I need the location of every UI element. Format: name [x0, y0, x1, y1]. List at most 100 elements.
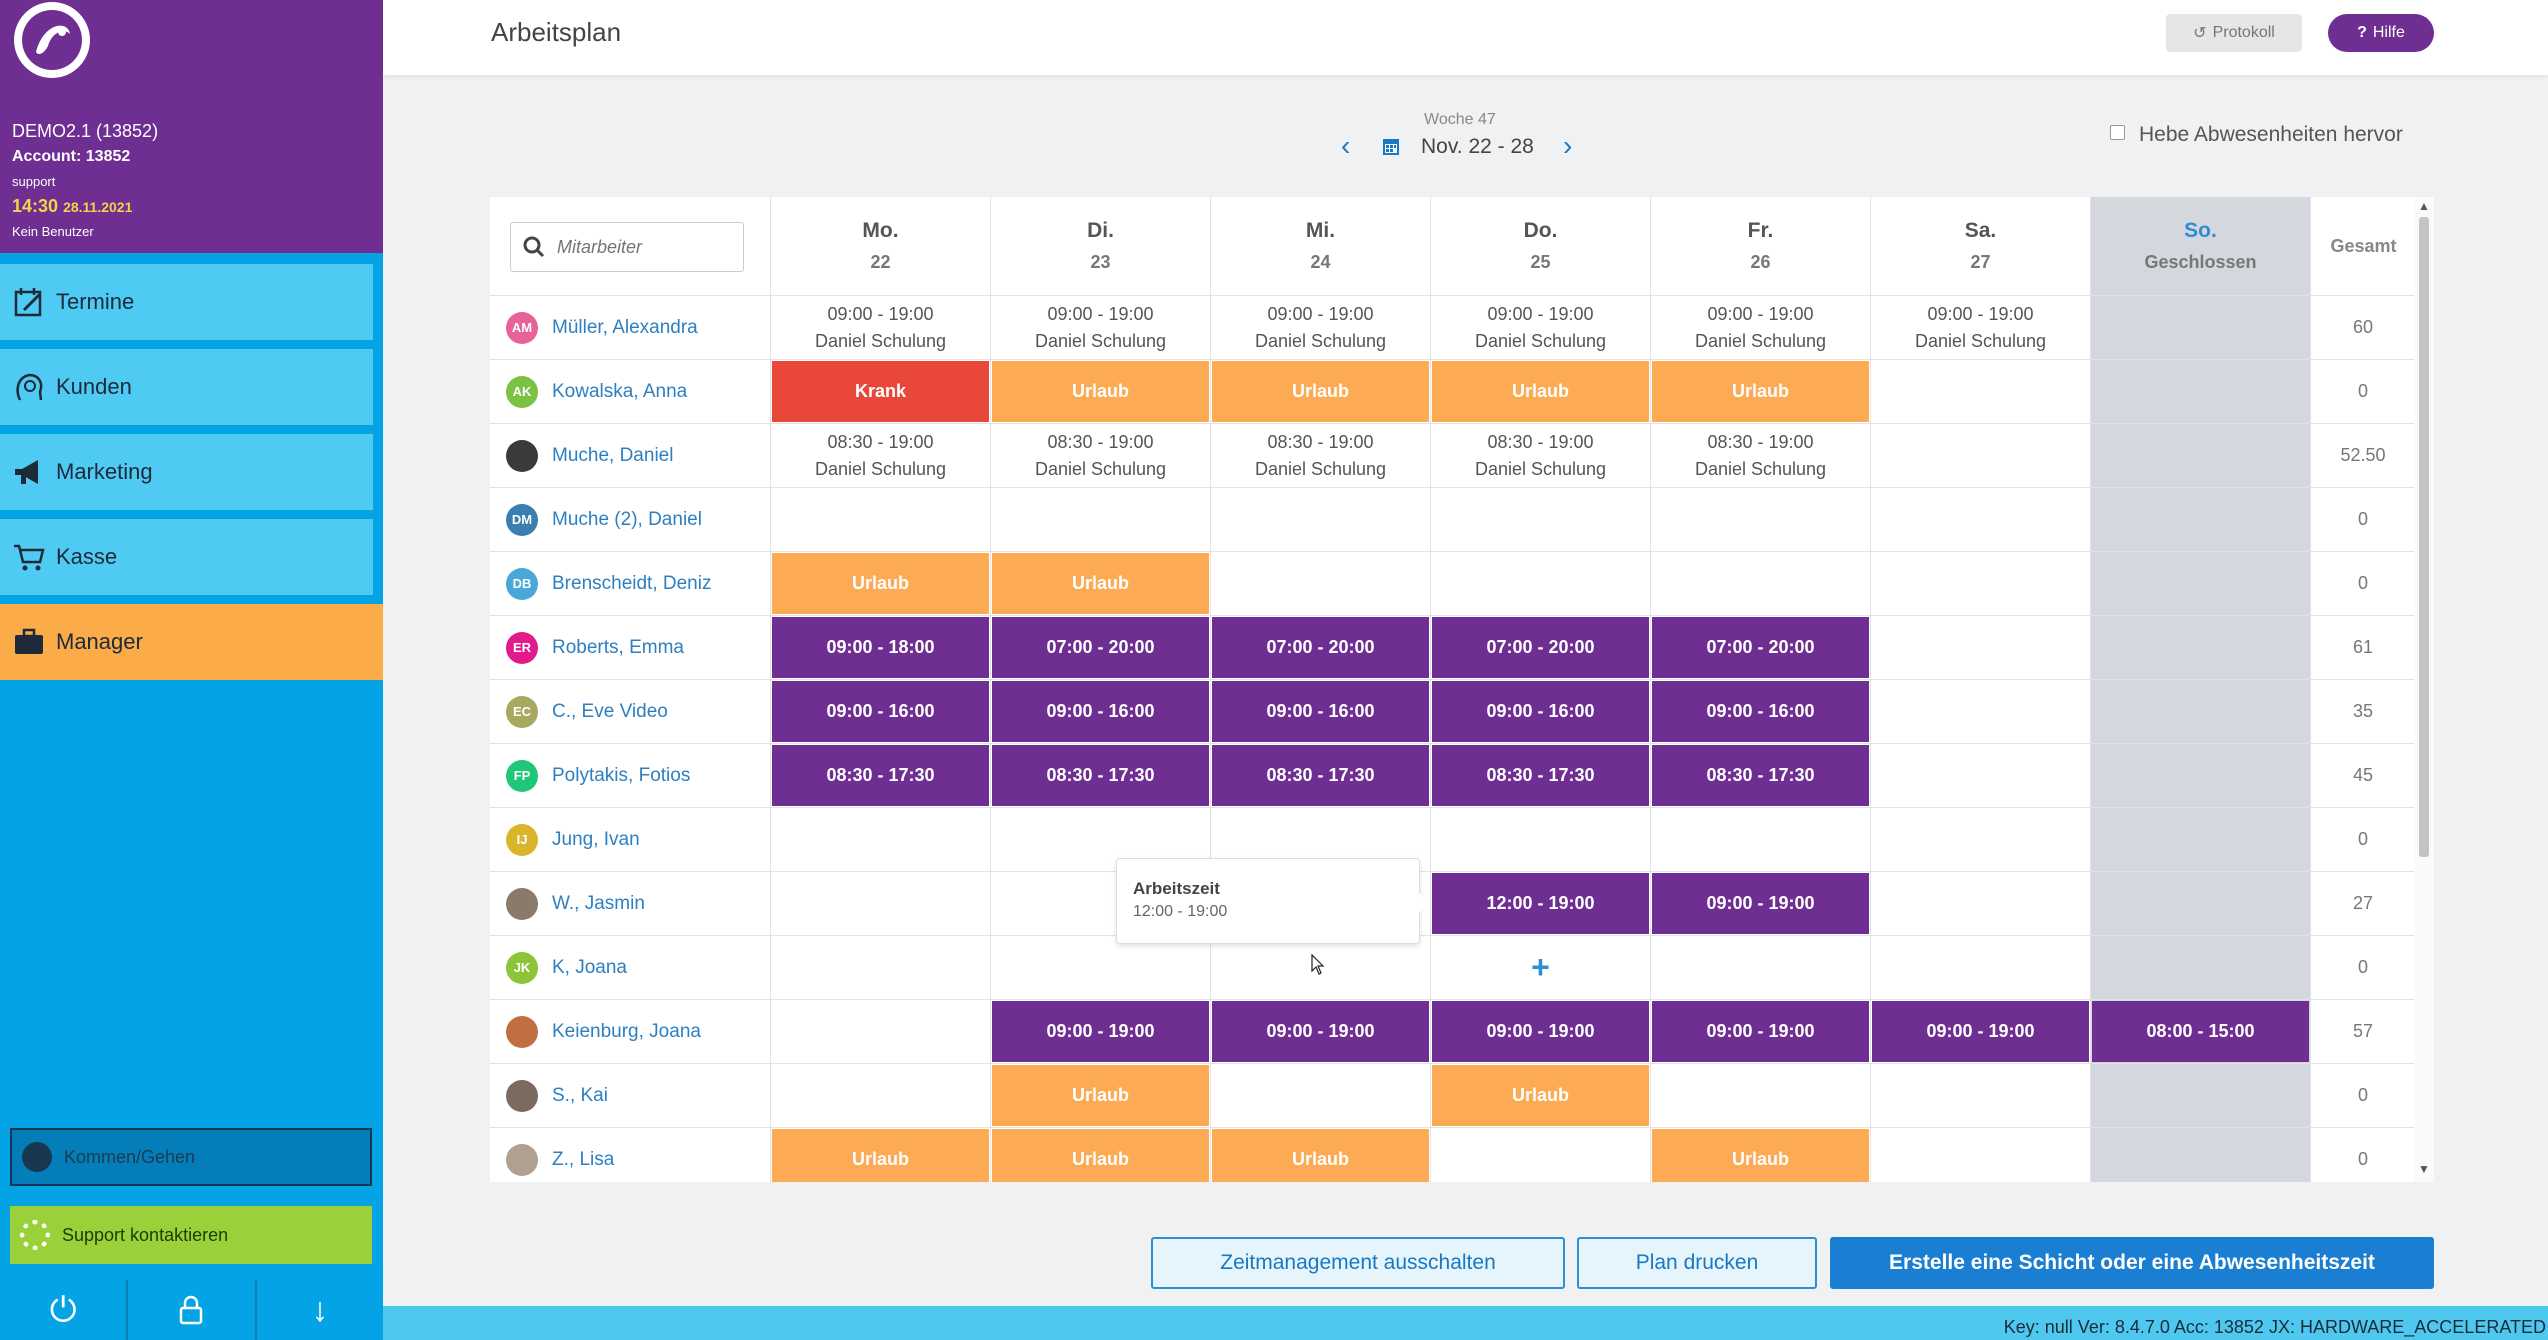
shift-cell-train[interactable]: 09:00 - 19:00 Daniel Schulung [1212, 297, 1429, 358]
shift-cell-shift[interactable]: 09:00 - 16:00 [1652, 681, 1869, 742]
employee-name[interactable]: Muche (2), Daniel [552, 508, 702, 530]
employee-cell[interactable]: ER Roberts, Emma [490, 616, 765, 679]
shift-cell-shift[interactable]: 08:30 - 17:30 [1432, 745, 1649, 806]
shift-cell-urlaub[interactable]: Urlaub [1212, 1129, 1429, 1182]
employee-cell[interactable]: EC C., Eve Video [490, 680, 765, 743]
shift-cell-shift[interactable]: 09:00 - 16:00 [992, 681, 1209, 742]
calendar-icon[interactable] [1382, 136, 1400, 156]
protokoll-button[interactable]: ↺ Protokoll [2166, 14, 2302, 52]
chevron-right-icon[interactable]: › [1563, 130, 1573, 161]
shift-cell-shift[interactable]: 08:30 - 17:30 [1212, 745, 1429, 806]
shift-cell-shift[interactable]: 09:00 - 19:00 [992, 1001, 1209, 1062]
shift-cell-urlaub[interactable]: Urlaub [1652, 361, 1869, 422]
shift-cell-shift[interactable]: 08:30 - 17:30 [992, 745, 1209, 806]
shift-cell-urlaub[interactable]: Urlaub [1432, 361, 1649, 422]
shift-cell-shift[interactable]: 08:00 - 15:00 [2092, 1001, 2309, 1062]
shift-cell-shift[interactable]: 09:00 - 16:00 [772, 681, 989, 742]
add-shift-button[interactable]: + [1531, 949, 1550, 985]
shift-cell-shift[interactable]: 07:00 - 20:00 [1652, 617, 1869, 678]
logo-icon[interactable] [14, 2, 90, 78]
shift-cell-urlaub[interactable]: Urlaub [992, 361, 1209, 422]
employee-name[interactable]: Brenscheidt, Deniz [552, 572, 712, 594]
search-input[interactable] [557, 236, 737, 258]
employee-name[interactable]: Roberts, Emma [552, 636, 684, 658]
shift-cell-shift[interactable]: 09:00 - 16:00 [1212, 681, 1429, 742]
employee-name[interactable]: Polytakis, Fotios [552, 764, 691, 786]
shift-cell-train[interactable]: 08:30 - 19:00 Daniel Schulung [992, 425, 1209, 486]
highlight-absences-checkbox[interactable] [2110, 125, 2125, 140]
shift-cell-train[interactable]: 09:00 - 19:00 Daniel Schulung [1872, 297, 2089, 358]
shift-cell-train[interactable]: 08:30 - 19:00 Daniel Schulung [1652, 425, 1869, 486]
shift-cell-train[interactable]: 08:30 - 19:00 Daniel Schulung [1432, 425, 1649, 486]
lock-icon[interactable] [128, 1280, 257, 1340]
power-icon[interactable]: ⏻ [0, 1280, 129, 1340]
shift-cell-urlaub[interactable]: Urlaub [992, 553, 1209, 614]
shift-cell-shift[interactable]: 07:00 - 20:00 [1432, 617, 1649, 678]
employee-name[interactable]: Kowalska, Anna [552, 380, 688, 402]
shift-cell-krank[interactable]: Krank [772, 361, 989, 422]
employee-cell[interactable]: W., Jasmin [490, 872, 765, 935]
hilfe-button[interactable]: ? Hilfe [2328, 14, 2434, 52]
create-shift-button[interactable]: Erstelle eine Schicht oder eine Abwesenh… [1830, 1237, 2434, 1289]
employee-name[interactable]: Z., Lisa [552, 1148, 615, 1170]
shift-cell-urlaub[interactable]: Urlaub [772, 553, 989, 614]
employee-name[interactable]: Jung, Ivan [552, 828, 640, 850]
highlight-absences-label[interactable]: Hebe Abwesenheiten hervor [2139, 123, 2403, 146]
arrow-down-icon[interactable]: ↓ [311, 1290, 329, 1329]
search-field[interactable] [510, 222, 744, 272]
employee-name[interactable]: Keienburg, Joana [552, 1020, 701, 1042]
shift-cell-shift[interactable]: 07:00 - 20:00 [992, 617, 1209, 678]
nav-manager[interactable]: Manager [0, 604, 383, 680]
shift-cell-shift[interactable]: 09:00 - 18:00 [772, 617, 989, 678]
shift-cell-shift[interactable]: 07:00 - 20:00 [1212, 617, 1429, 678]
employee-name[interactable]: Müller, Alexandra [552, 316, 698, 338]
employee-name[interactable]: S., Kai [552, 1084, 608, 1106]
employee-cell[interactable]: Z., Lisa [490, 1128, 765, 1182]
shift-cell-train[interactable]: 08:30 - 19:00 Daniel Schulung [1212, 425, 1429, 486]
shift-cell-shift[interactable]: 09:00 - 16:00 [1432, 681, 1649, 742]
shift-cell-train[interactable]: 09:00 - 19:00 Daniel Schulung [992, 297, 1209, 358]
employee-cell[interactable]: Keienburg, Joana [490, 1000, 765, 1063]
employee-name[interactable]: Muche, Daniel [552, 444, 674, 466]
employee-name[interactable]: W., Jasmin [552, 892, 645, 914]
shift-cell-shift[interactable]: 12:00 - 19:00 [1432, 873, 1649, 934]
employee-cell[interactable]: DB Brenscheidt, Deniz [490, 552, 765, 615]
shift-cell-shift[interactable]: 08:30 - 17:30 [1652, 745, 1869, 806]
shift-cell-shift[interactable]: 08:30 - 17:30 [772, 745, 989, 806]
shift-cell-shift[interactable]: 09:00 - 19:00 [1652, 1001, 1869, 1062]
scrollbar[interactable]: ▲ ▼ [2414, 197, 2434, 1182]
shift-cell-shift[interactable]: 09:00 - 19:00 [1212, 1001, 1429, 1062]
employee-cell[interactable]: S., Kai [490, 1064, 765, 1127]
nav-termine[interactable]: Termine [0, 264, 373, 340]
employee-cell[interactable]: FP Polytakis, Fotios [490, 744, 765, 807]
shift-cell-train[interactable]: 09:00 - 19:00 Daniel Schulung [1432, 297, 1649, 358]
kommen-gehen-button[interactable]: Kommen/Gehen [10, 1128, 372, 1186]
support-button[interactable]: Support kontaktieren [10, 1206, 372, 1264]
print-plan-button[interactable]: Plan drucken [1577, 1237, 1817, 1289]
shift-cell-urlaub[interactable]: Urlaub [1212, 361, 1429, 422]
chevron-left-icon[interactable]: ‹ [1341, 130, 1351, 161]
shift-cell-urlaub[interactable]: Urlaub [772, 1129, 989, 1182]
shift-cell-shift[interactable]: 09:00 - 19:00 [1432, 1001, 1649, 1062]
employee-name[interactable]: K, Joana [552, 956, 627, 978]
employee-name[interactable]: C., Eve Video [552, 700, 668, 722]
shift-cell-urlaub[interactable]: Urlaub [992, 1065, 1209, 1126]
toggle-time-management-button[interactable]: Zeitmanagement ausschalten [1151, 1237, 1565, 1289]
employee-cell[interactable]: IJ Jung, Ivan [490, 808, 765, 871]
shift-cell-shift[interactable]: 09:00 - 19:00 [1872, 1001, 2089, 1062]
nav-marketing[interactable]: Marketing [0, 434, 373, 510]
employee-cell[interactable]: JK K, Joana [490, 936, 765, 999]
employee-cell[interactable]: AM Müller, Alexandra [490, 296, 765, 359]
shift-cell-urlaub[interactable]: Urlaub [1432, 1065, 1649, 1126]
employee-cell[interactable]: DM Muche (2), Daniel [490, 488, 765, 551]
shift-cell-train[interactable]: 09:00 - 19:00 Daniel Schulung [1652, 297, 1869, 358]
scroll-thumb[interactable] [2419, 217, 2429, 857]
scroll-up-icon[interactable]: ▲ [2418, 199, 2430, 213]
shift-cell-shift[interactable]: 09:00 - 19:00 [1652, 873, 1869, 934]
nav-kasse[interactable]: Kasse [0, 519, 373, 595]
shift-cell-urlaub[interactable]: Urlaub [1652, 1129, 1869, 1182]
shift-cell-train[interactable]: 09:00 - 19:00 Daniel Schulung [772, 297, 989, 358]
shift-cell-urlaub[interactable]: Urlaub [992, 1129, 1209, 1182]
week-range[interactable]: Nov. 22 - 28 [1421, 135, 1534, 158]
employee-cell[interactable]: AK Kowalska, Anna [490, 360, 765, 423]
